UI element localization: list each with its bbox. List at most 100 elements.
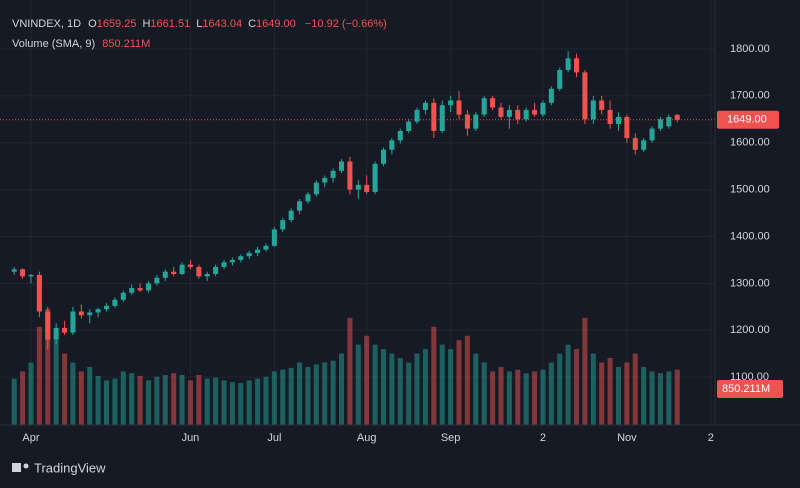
candle-body [674,114,680,120]
candle-body [473,114,479,129]
volume-bar [288,367,294,425]
volume-bar [498,366,504,425]
volume-bar [557,353,563,425]
ohlc-value: 1661.51 [150,18,190,30]
candle-body [263,245,269,250]
volume-sma: 850.211M [102,38,150,50]
ohlc-label: H [142,18,150,30]
candle-body [339,161,345,171]
volume-bar [456,340,462,425]
candle-body [414,109,420,122]
candle-body [406,121,412,131]
volume-bar [649,371,655,425]
y-tick-label: 1800.00 [730,43,770,55]
ohlc-values: O1659.25 H1661.51 L1643.04 C1649.00 [88,18,296,30]
candle-body [112,299,118,306]
ohlc-label: L [196,18,202,30]
candle-body [498,107,504,117]
candle-body [364,184,370,192]
candle-body [624,116,630,139]
volume-bar [179,375,185,425]
candle-body [532,109,538,115]
volume-bar [674,369,680,425]
candle-body [36,274,42,312]
candle-body [288,210,294,221]
volume-bar [36,326,42,425]
candle-body [246,252,252,257]
volume-bar [565,344,571,425]
candle-body [548,88,554,103]
volume-bar [615,366,621,425]
candle-body [305,194,311,202]
candle-body [355,184,361,190]
volume-bar [473,353,479,425]
volume-bar [599,362,605,425]
candle-body [540,102,546,115]
candle-body [87,312,93,316]
volume-bar [20,371,26,425]
candle-body [137,288,143,291]
candle-body [649,128,655,141]
volume-bar [523,373,529,425]
volume-bar [506,371,512,425]
candle-body [481,98,487,115]
candle-body [582,72,588,120]
volume-pane [11,308,680,425]
volume-bar [632,353,638,425]
y-tick-label: 1700.00 [730,90,770,102]
volume-tag-label: 850.211M [722,383,770,395]
volume-bar [481,362,487,425]
volume-bar [187,380,193,425]
volume-bar [305,366,311,425]
candle-body [297,201,303,211]
candle-body [557,70,563,89]
volume-bar [78,371,84,425]
candle-body [313,182,319,195]
candle-body [162,271,168,278]
volume-bar [137,375,143,425]
candle-body [448,100,454,106]
volume-bar [120,371,126,425]
volume-bar [87,366,93,425]
grid [0,0,715,425]
candle-body [229,259,235,263]
candle-body [187,264,193,267]
x-tick-label: Apr [22,432,39,444]
volume-bar [255,378,261,425]
volume-bar [280,369,286,425]
volume-title: Volume (SMA, 9) [12,38,95,50]
volume-bar [11,378,17,425]
brand-logo [23,463,29,469]
volume-bar [548,362,554,425]
candle-body [322,177,328,183]
volume-bar [229,382,235,425]
candle-body [490,98,496,108]
volume-bar [45,308,51,425]
candle-body [204,274,210,277]
candle-body [145,283,151,291]
volume-bar [490,371,496,425]
candle-body [347,161,353,190]
brand-name: TradingView [34,460,106,475]
volume-bar [439,344,445,425]
volume-bar [590,353,596,425]
volume-bar [238,383,244,425]
candle-body [221,262,227,267]
candle-body [129,288,135,293]
volume-bar [666,371,672,425]
symbol: VNINDEX, 1D [12,18,81,30]
volume-bar [330,360,336,425]
volume-bar [145,380,151,425]
y-tick-label: 1200.00 [730,324,770,336]
candle-body [431,102,437,131]
volume-bar [213,377,219,425]
volume-bar [641,366,647,425]
y-tick-label: 1300.00 [730,277,770,289]
candle-body [599,100,605,110]
candle-body [523,109,529,120]
candle-body [422,102,428,110]
candle-body [397,130,403,141]
volume-bar [607,358,613,425]
ohlc-label: C [248,18,256,30]
candle-body [271,229,277,246]
